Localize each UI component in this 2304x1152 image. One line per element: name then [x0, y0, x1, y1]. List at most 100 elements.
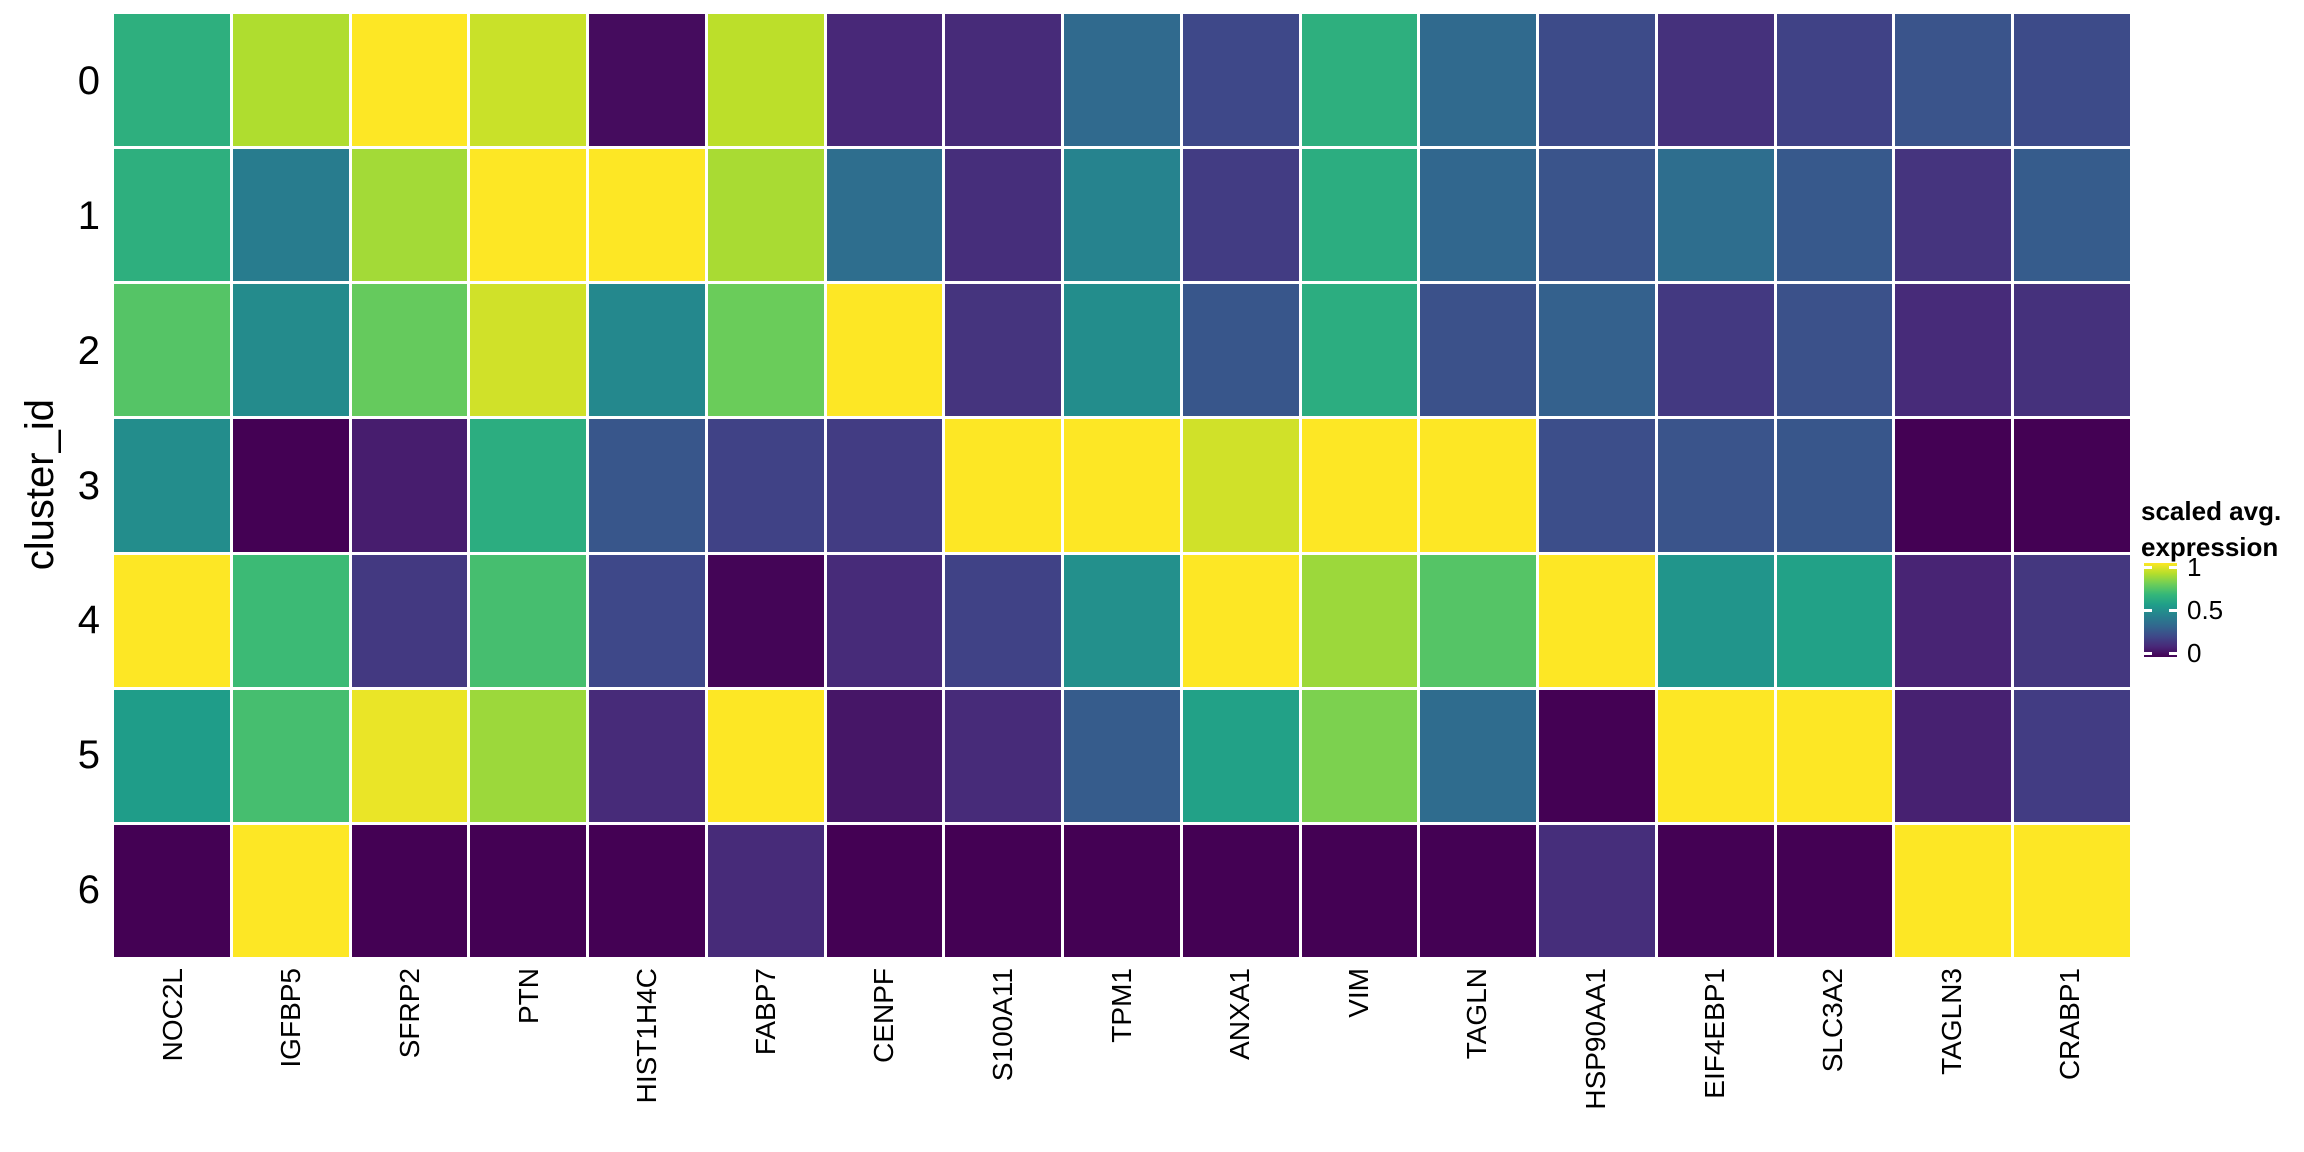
heatmap-cell — [1539, 284, 1655, 417]
heatmap-cell — [2014, 824, 2130, 957]
gene-tick-label-text: TPM1 — [1105, 968, 1137, 1043]
legend-title-line1: scaled avg. — [2141, 496, 2282, 526]
heatmap-cell — [114, 554, 230, 687]
heatmap-cell — [945, 149, 1062, 282]
heatmap-cell — [1657, 149, 1774, 282]
heatmap-cell — [1895, 149, 2012, 282]
heatmap-cell — [1657, 284, 1774, 417]
heatmap-cell — [351, 419, 468, 552]
heatmap-cell — [1064, 284, 1180, 417]
gene-tick-label: ANXA1 — [1181, 968, 1301, 1152]
cluster-tick-label: 4 — [77, 598, 100, 643]
heatmap-cell — [232, 824, 349, 957]
legend-tick-mark — [2169, 608, 2177, 612]
heatmap-cell — [114, 14, 230, 147]
heatmap-cell — [1182, 284, 1299, 417]
heatmap-cell — [707, 554, 824, 687]
heatmap-cell — [1776, 824, 1893, 957]
gene-tick-label: NOC2L — [113, 968, 233, 1152]
heatmap-cell — [114, 419, 230, 552]
gene-tick-label-text: PTN — [512, 968, 544, 1024]
heatmap-cell — [589, 824, 705, 957]
gene-tick-label: PTN — [469, 968, 589, 1152]
heatmap-cell — [826, 689, 943, 822]
heatmap-cell — [1776, 149, 1893, 282]
heatmap-cell — [470, 149, 587, 282]
gene-tick-label: CENPF — [825, 968, 945, 1152]
cluster-tick-label: 2 — [77, 328, 100, 373]
heatmap-cell — [232, 149, 349, 282]
heatmap-cell — [1420, 689, 1537, 822]
heatmap-cell — [232, 284, 349, 417]
heatmap-cell — [114, 149, 230, 282]
heatmap-cell — [826, 419, 943, 552]
heatmap-cell — [1064, 824, 1180, 957]
heatmap-cell — [470, 554, 587, 687]
heatmap-cell — [707, 824, 824, 957]
heatmap-cell — [1895, 554, 2012, 687]
heatmap-cell — [1182, 824, 1299, 957]
gene-tick-label: SLC3A2 — [1774, 968, 1894, 1152]
gene-tick-label-text: S100A11 — [987, 968, 1018, 1082]
gene-tick-label: EIF4EBP1 — [1655, 968, 1775, 1152]
heatmap-cell — [114, 284, 230, 417]
gene-tick-label-text: TAGLN3 — [1935, 968, 1967, 1075]
gene-tick-label-text: HSP90AA1 — [1579, 968, 1611, 1110]
heatmap-cell — [2014, 689, 2130, 822]
heatmap-cell — [2014, 419, 2130, 552]
heatmap-cell — [1539, 14, 1655, 147]
heatmap-cell — [945, 284, 1062, 417]
heatmap-cell — [1776, 689, 1893, 822]
heatmap-cell — [351, 284, 468, 417]
heatmap-cell — [470, 14, 587, 147]
gene-tick-label: IGFBP5 — [232, 968, 352, 1152]
gene-tick-label-text: ANXA1 — [1224, 968, 1256, 1060]
gene-tick-label-text: EIF4EBP1 — [1698, 968, 1730, 1099]
heatmap-cell — [1182, 149, 1299, 282]
legend-tick-mark — [2144, 651, 2152, 655]
legend: scaled avg. expression 1 0.5 0 — [2138, 492, 2304, 692]
gene-tick-label-text: CENPF — [868, 968, 900, 1063]
heatmap-cell — [351, 14, 468, 147]
heatmap-cell — [2014, 14, 2130, 147]
heatmap-cell — [1776, 419, 1893, 552]
heatmap-cell — [1182, 419, 1299, 552]
cluster-tick-label: 1 — [77, 194, 100, 239]
gene-tick-label: TPM1 — [1062, 968, 1182, 1152]
heatmap-cell — [1420, 824, 1537, 957]
heatmap-cell — [707, 284, 824, 417]
gene-tick-label-text: HIST1H4C — [631, 968, 663, 1104]
gene-tick-label: SFRP2 — [350, 968, 470, 1152]
gene-tick-label-text: VIM — [1342, 968, 1374, 1018]
heatmap-cell — [1301, 824, 1418, 957]
heatmap-cell — [114, 689, 230, 822]
heatmap-cell — [1895, 689, 2012, 822]
heatmap-cell — [945, 419, 1062, 552]
heatmap-cell — [470, 689, 587, 822]
heatmap-cell — [589, 419, 705, 552]
heatmap-cell — [1301, 689, 1418, 822]
heatmap-cell — [826, 554, 943, 687]
heatmap-cell — [1064, 14, 1180, 147]
heatmap-cell — [2014, 149, 2130, 282]
heatmap-cell — [1420, 554, 1537, 687]
heatmap-cell — [232, 419, 349, 552]
heatmap-cell — [1182, 14, 1299, 147]
heatmap-cell — [1420, 419, 1537, 552]
gene-tick-label: CRABP1 — [2011, 968, 2131, 1152]
gene-tick-label-text: SFRP2 — [394, 968, 426, 1059]
heatmap-cell — [1895, 824, 2012, 957]
heatmap-cell — [351, 554, 468, 687]
heatmap-cell — [945, 554, 1062, 687]
heatmap-cell — [1301, 419, 1418, 552]
legend-tick-mark — [2144, 608, 2152, 612]
heatmap-cell — [470, 419, 587, 552]
gene-tick-label-text: SLC3A2 — [1817, 968, 1849, 1073]
heatmap-cell — [707, 689, 824, 822]
gene-tick-label: HIST1H4C — [588, 968, 708, 1152]
heatmap-cell — [1539, 554, 1655, 687]
heatmap-cell — [589, 149, 705, 282]
gene-tick-label: TAGLN3 — [1892, 968, 2012, 1152]
legend-tick-label: 1 — [2187, 552, 2202, 582]
heatmap-cell — [589, 554, 705, 687]
